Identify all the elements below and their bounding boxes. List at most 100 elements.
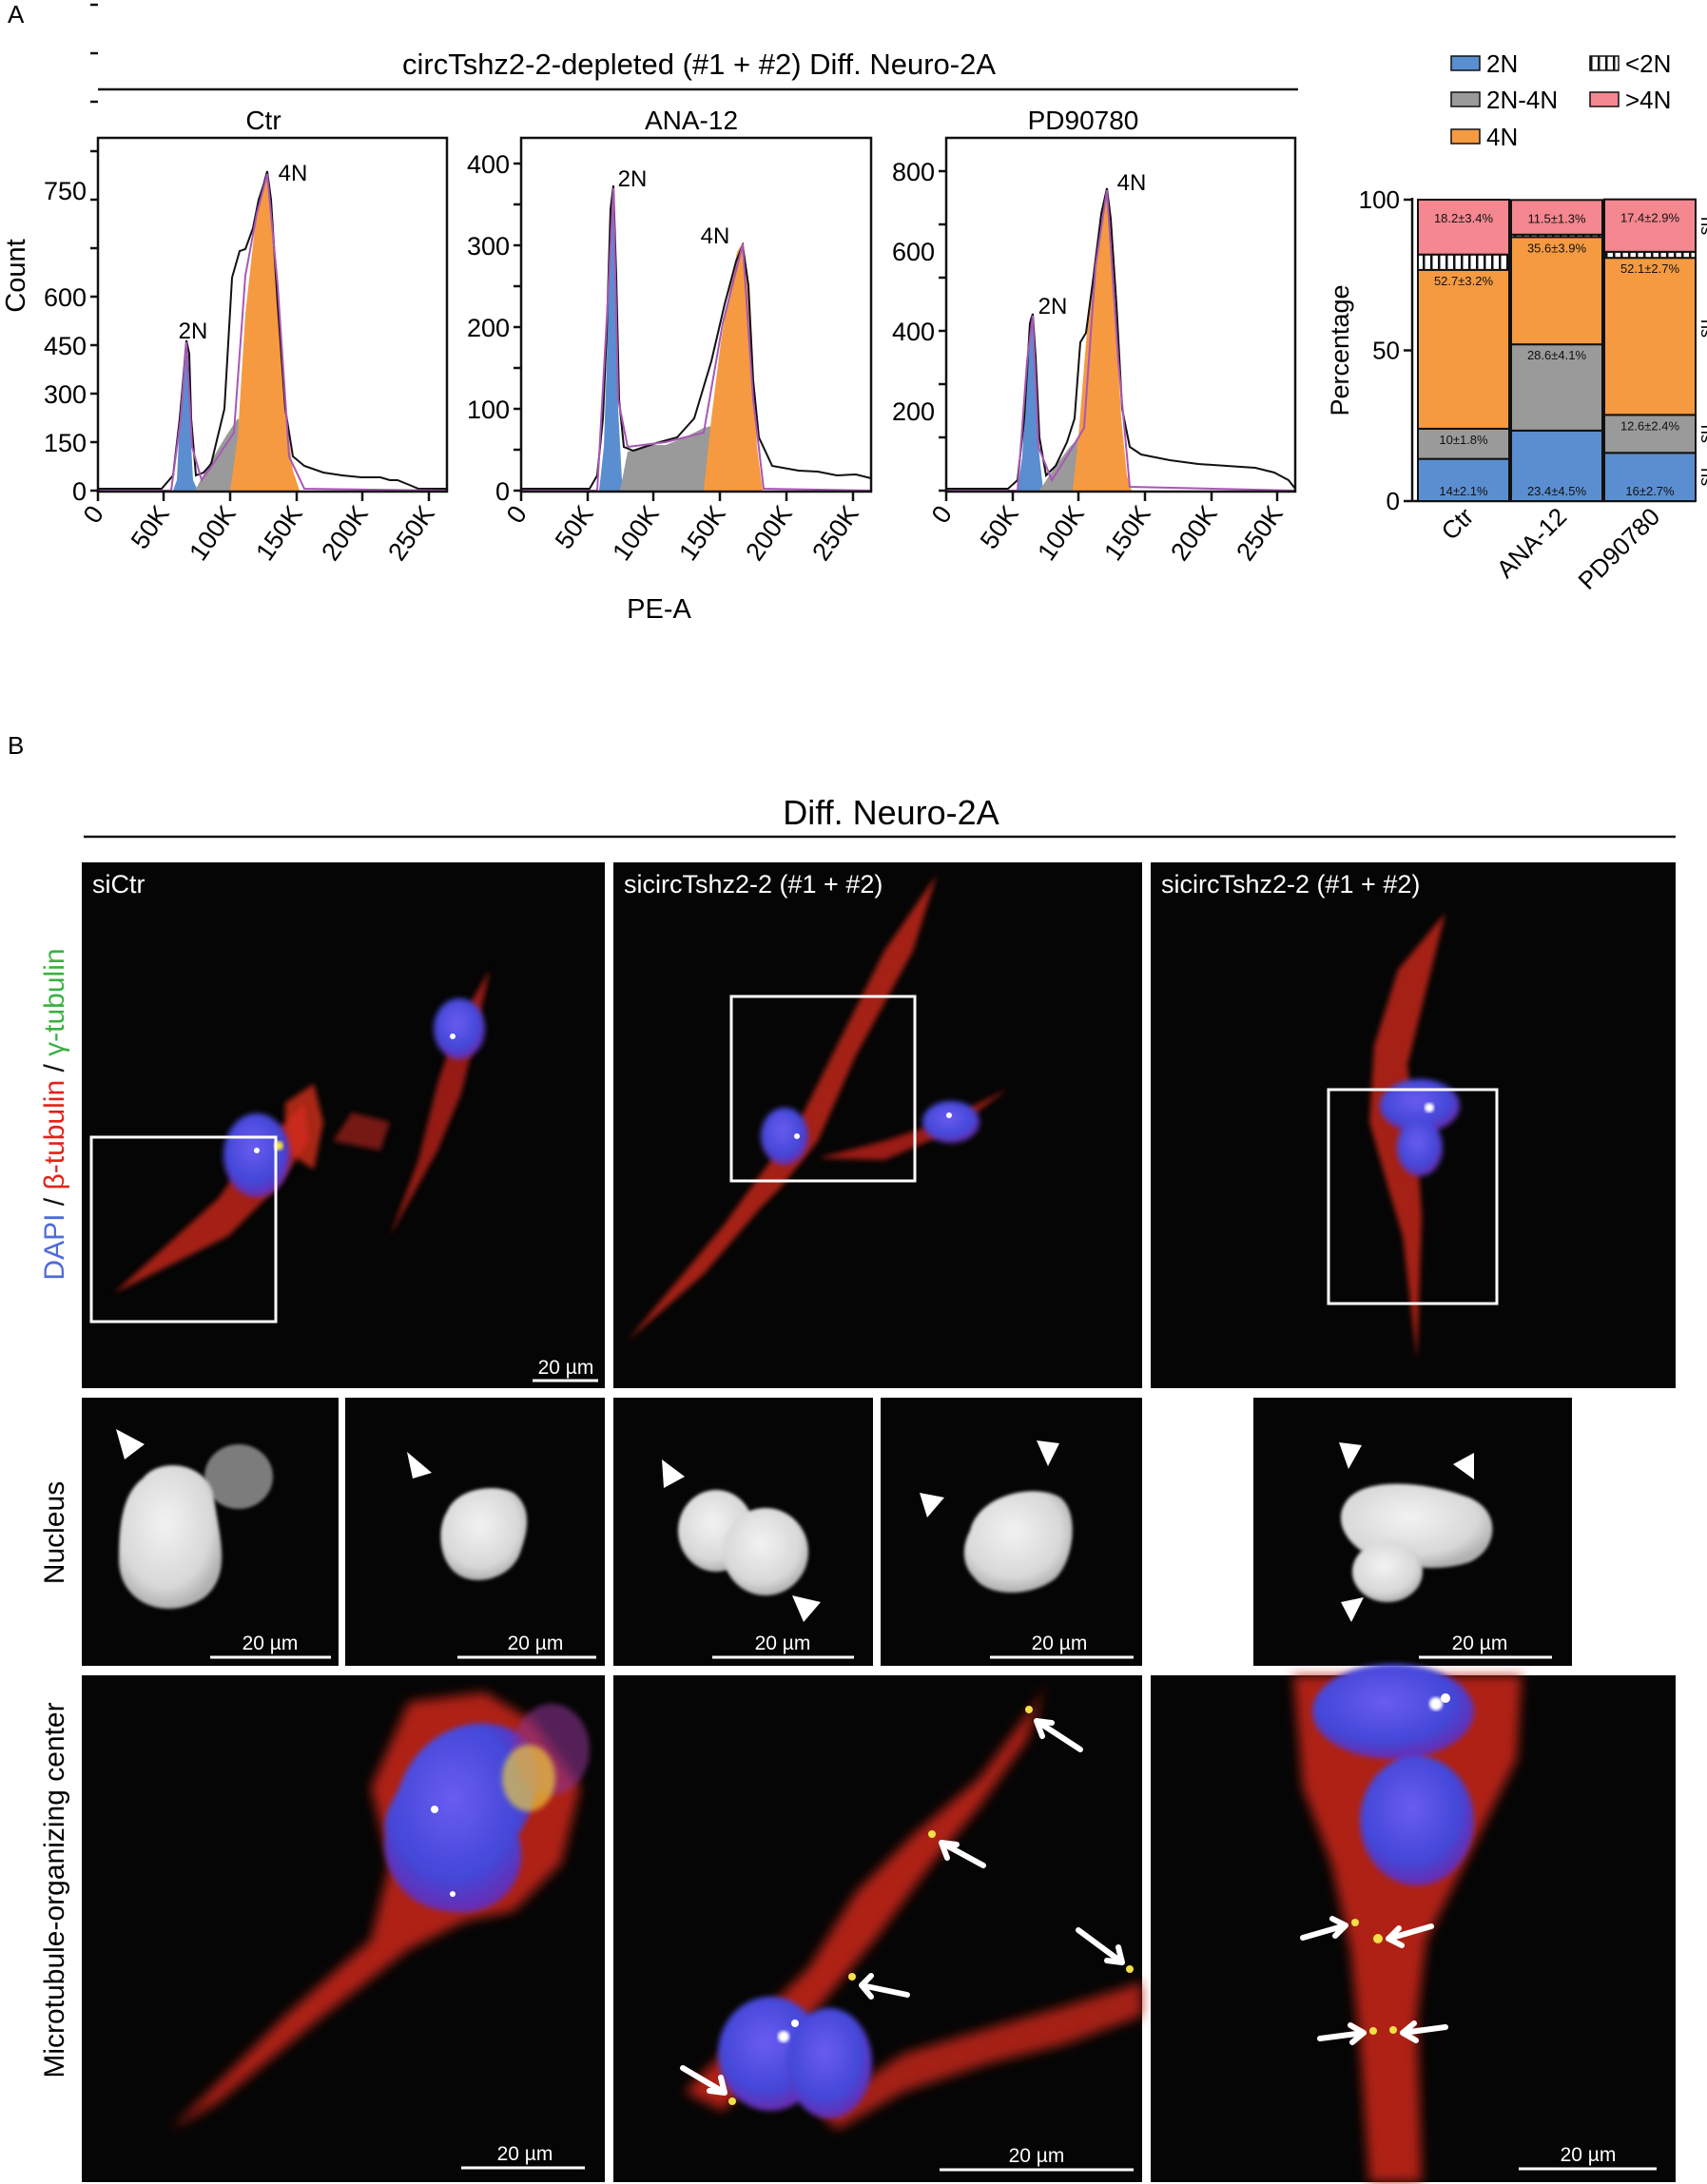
- x-tick-label: 150K: [673, 500, 731, 566]
- x-ticks: [98, 492, 429, 501]
- panel-a-letter: A: [8, 0, 25, 29]
- histogram-plot: 2N 4N: [521, 166, 871, 491]
- data-label: 16±2.7%: [1625, 484, 1675, 498]
- x-tick-label: 250K: [1231, 500, 1289, 566]
- bar-segment: [1604, 200, 1696, 252]
- scale-bar-label: 20 µm: [1452, 1633, 1508, 1654]
- x-tick-label: ANA-12: [1491, 502, 1573, 584]
- micrograph-sicirc-overview-2: sicircTshz2-2 (#1 + #2): [1151, 862, 1676, 1388]
- data-label: 52.1±2.7%: [1620, 261, 1680, 276]
- y-tick-label: 600: [44, 283, 87, 312]
- x-tick-label: 150K: [250, 500, 308, 566]
- x-tick-label: PD90780: [1572, 502, 1665, 595]
- nucleus-micrograph-5: 20 µm: [1253, 1398, 1572, 1666]
- histogram-y-label: Count: [1, 239, 31, 312]
- x-tick-label: 50K: [550, 500, 599, 554]
- y-tick-label: 400: [467, 150, 510, 179]
- histogram-ana12: ANA-12 2N 4N 0 100 200 300 400: [467, 106, 871, 566]
- y-tick-label: 200: [892, 397, 935, 426]
- mtoc-micrograph-1: 20 µm: [82, 1675, 605, 2182]
- histogram-title: Ctr: [245, 106, 281, 135]
- legend-label: 4N: [1486, 123, 1518, 151]
- data-label: 18.2±3.4%: [1434, 211, 1494, 225]
- scale-bar-label: 20 µm: [508, 1633, 564, 1654]
- nucleus-micrograph-1: 20 µm: [82, 1398, 339, 1666]
- x-tick-label: 100K: [607, 500, 665, 566]
- legend-swatch: [1451, 92, 1480, 106]
- x-tick-label: 100K: [184, 500, 242, 566]
- y-axis-label: Percentage: [1326, 284, 1354, 416]
- data-label: 23.4±4.5%: [1527, 484, 1587, 498]
- data-label: 11.5±1.3%: [1527, 211, 1586, 225]
- significance-mark: ns: [1697, 319, 1707, 338]
- x-tick-label: Ctr: [1436, 502, 1480, 546]
- condition-label: sicircTshz2-2 (#1 + #2): [624, 870, 883, 899]
- label-4n: 4N: [1117, 170, 1147, 196]
- histogram-title: PD90780: [1028, 106, 1139, 135]
- micrograph-sicirc-overview-1: sicircTshz2-2 (#1 + #2): [613, 862, 1142, 1388]
- x-tick-label: 200K: [1165, 500, 1223, 566]
- significance-mark: ns: [1697, 217, 1707, 235]
- nucleus-micrograph-4: 20 µm: [881, 1398, 1142, 1666]
- data-label: 17.4±2.9%: [1620, 211, 1680, 225]
- y-tick-label: 750: [44, 177, 87, 205]
- scale-bar-label: 20 µm: [242, 1633, 299, 1654]
- panel-b-title: Diff. Neuro-2A: [783, 793, 999, 832]
- bar-segment: [1418, 200, 1509, 255]
- scale-bar-label: 20 µm: [497, 2143, 553, 2165]
- y-tick-label: 300: [467, 232, 510, 261]
- beta-tubulin-label: β-tubulin: [39, 1080, 70, 1190]
- legend-label: <2N: [1625, 49, 1671, 78]
- x-tick-label: 250K: [806, 500, 864, 566]
- legend-swatch: [1451, 129, 1480, 144]
- stacked-bar-chart: 050100Percentage14±2.1%10±1.8%52.7±3.2%1…: [1326, 185, 1707, 595]
- x-tick-label: 100K: [1032, 500, 1090, 566]
- data-label: 28.6±4.1%: [1527, 348, 1587, 362]
- x-tick-label: 200K: [740, 500, 798, 566]
- label-4n: 4N: [701, 223, 730, 249]
- y-tick-label: 400: [892, 318, 935, 346]
- y-tick-label: 300: [44, 380, 87, 409]
- legend-swatch: [1590, 56, 1619, 70]
- label-2n: 2N: [618, 166, 648, 192]
- scale-bar-label: 20 µm: [1032, 1633, 1088, 1654]
- y-tick-label: 150: [44, 429, 87, 457]
- stain-legend: DAPI / β-tubulin / γ-tubulin: [39, 948, 70, 1280]
- gamma-tubulin-label: γ-tubulin: [39, 948, 70, 1055]
- bar-segment: [1418, 255, 1509, 270]
- separator: /: [39, 1190, 70, 1214]
- legend-swatch: [1590, 92, 1619, 106]
- x-tick-label: 0: [501, 500, 533, 529]
- nucleus-micrograph-3: 20 µm: [613, 1398, 873, 1666]
- scale-bar-label: 20 µm: [1009, 2145, 1065, 2167]
- condition-label: siCtr: [92, 870, 145, 899]
- mtoc-micrograph-2: 20 µm: [613, 1675, 1142, 2182]
- mtoc-micrograph-3: 20 µm: [1151, 1664, 1676, 2182]
- label-2n: 2N: [1038, 294, 1068, 319]
- nucleus-micrograph-2: 20 µm: [345, 1398, 605, 1666]
- histogram-pd90780: PD90780 2N 4N 200 400 600 800: [892, 106, 1295, 566]
- data-label: 12.6±2.4%: [1620, 418, 1680, 433]
- condition-label: sicircTshz2-2 (#1 + #2): [1161, 870, 1420, 899]
- data-label: 52.7±3.2%: [1434, 274, 1494, 288]
- histogram-x-label: PE-A: [627, 594, 691, 625]
- y-tick-label: 0: [1387, 487, 1400, 515]
- scale-bar-label: 20 µm: [1561, 2144, 1617, 2166]
- y-tick-label: 600: [892, 238, 935, 266]
- scale-bar-label: 20 µm: [755, 1633, 811, 1654]
- dapi-label: DAPI: [39, 1214, 70, 1281]
- bar-segment: [1418, 270, 1509, 429]
- x-ticks: [521, 492, 853, 501]
- data-label: 35.6±3.9%: [1527, 241, 1587, 255]
- scale-bar-label: 20 µm: [538, 1357, 594, 1379]
- x-tick-label: 50K: [975, 500, 1024, 554]
- significance-mark: ns: [1697, 425, 1707, 443]
- x-tick-label: 50K: [126, 500, 175, 554]
- label-2n: 2N: [179, 319, 208, 344]
- y-tick-label: 450: [44, 332, 87, 360]
- y-tick-label: 200: [467, 314, 510, 342]
- figure: A circTshz2-2-depleted (#1 + #2) Diff. N…: [0, 0, 1707, 2184]
- y-tick-label: 100: [1359, 185, 1400, 214]
- row-label-mtoc: Microtubule-organizing center: [39, 1702, 70, 2078]
- y-tick-label: 100: [467, 396, 510, 424]
